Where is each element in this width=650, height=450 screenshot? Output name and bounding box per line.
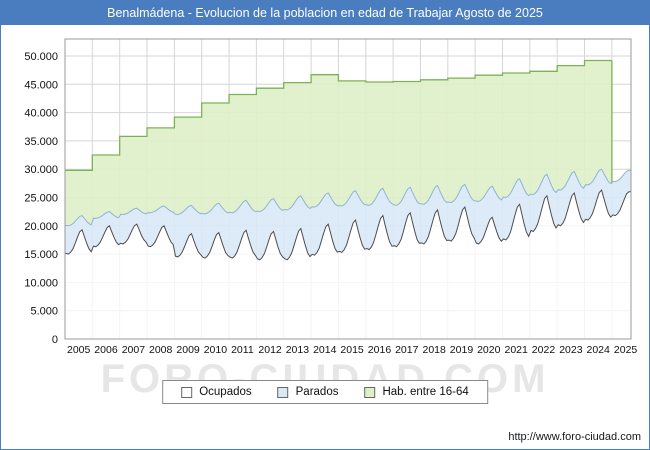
legend-label-ocupados: Ocupados (199, 386, 252, 398)
svg-text:15.000: 15.000 (24, 249, 58, 261)
parados-swatch-icon (277, 386, 289, 398)
legend-item-ocupados: Ocupados (181, 386, 252, 398)
svg-text:25.000: 25.000 (24, 193, 58, 205)
svg-text:2014: 2014 (313, 344, 337, 356)
hab-16-64-area (65, 60, 612, 226)
parados-area (65, 169, 631, 260)
svg-text:45.000: 45.000 (24, 79, 58, 91)
series-areas (65, 59, 631, 339)
y-axis-labels: 0 5.000 10.000 15.000 20.000 25.000 30.000 35.0… (24, 51, 58, 346)
svg-text:2016: 2016 (368, 344, 392, 356)
svg-text:2022: 2022 (532, 344, 556, 356)
svg-text:2020: 2020 (477, 344, 501, 356)
hab-16-64-swatch-icon (364, 386, 376, 398)
svg-text:2005: 2005 (67, 344, 91, 356)
plot-frame (64, 38, 632, 340)
legend-item-hab-16-64: Hab. entre 16-64 (364, 386, 469, 398)
svg-text:2021: 2021 (505, 344, 529, 356)
svg-text:50.000: 50.000 (24, 51, 58, 63)
svg-text:30.000: 30.000 (24, 164, 58, 176)
hab-16-64-line (65, 59, 612, 171)
svg-text:2008: 2008 (149, 344, 173, 356)
chart-legend: Ocupados Parados Hab. entre 16-64 (162, 380, 488, 404)
svg-text:2011: 2011 (231, 344, 254, 356)
chart-title: Benalmádena - Evolucion de la poblacion … (107, 6, 543, 20)
svg-text:2012: 2012 (258, 344, 282, 356)
footer-url: http://www.foro-ciudad.com (508, 431, 641, 443)
svg-text:0: 0 (52, 334, 58, 346)
svg-text:2009: 2009 (176, 344, 200, 356)
svg-text:2023: 2023 (559, 344, 583, 356)
ocupados-area (65, 190, 631, 339)
svg-text:2018: 2018 (423, 344, 447, 356)
svg-text:5.000: 5.000 (30, 306, 58, 318)
legend-item-parados: Parados (277, 386, 339, 398)
svg-text:2015: 2015 (340, 344, 364, 356)
legend-label-parados: Parados (295, 386, 339, 398)
svg-text:2025: 2025 (614, 344, 638, 356)
ocupados-swatch-icon (181, 386, 193, 398)
svg-text:2013: 2013 (286, 344, 310, 356)
svg-text:20.000: 20.000 (24, 221, 58, 233)
svg-text:2024: 2024 (587, 344, 611, 356)
legend-label-hab-16-64: Hab. entre 16-64 (382, 386, 469, 398)
svg-text:40.000: 40.000 (24, 108, 58, 120)
parados-top-line (65, 168, 631, 227)
svg-text:2010: 2010 (204, 344, 228, 356)
ocupados-line (65, 189, 631, 261)
svg-text:2007: 2007 (122, 344, 146, 356)
svg-text:35.000: 35.000 (24, 136, 58, 148)
svg-text:2019: 2019 (450, 344, 474, 356)
svg-text:2006: 2006 (94, 344, 118, 356)
chart-title-bar: Benalmádena - Evolucion de la poblacion … (1, 1, 649, 25)
svg-text:10.000: 10.000 (24, 277, 58, 289)
x-axis-labels: 2005 2006 2007 2008 2009 2010 2011 2012 2013 2014… (67, 344, 637, 356)
svg-text:2017: 2017 (395, 344, 419, 356)
